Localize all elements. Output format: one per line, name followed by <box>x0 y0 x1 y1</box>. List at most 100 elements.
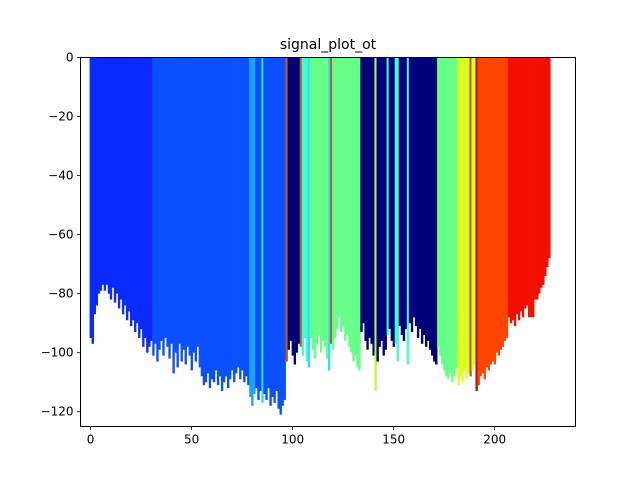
bar-4 <box>97 57 101 294</box>
bar-67 <box>224 57 228 377</box>
bar-70 <box>231 57 234 371</box>
bar-188 <box>469 57 472 377</box>
bar-60 <box>210 57 214 380</box>
bar-218 <box>530 57 533 318</box>
bar-51 <box>192 57 195 353</box>
bar-158 <box>408 57 412 324</box>
bar-132 <box>356 57 359 368</box>
bar-205 <box>503 57 507 341</box>
bar-185 <box>463 57 466 371</box>
bar-111 <box>313 57 317 359</box>
bar-40 <box>170 57 173 344</box>
x-axis: 0 50 100 150 200 <box>87 426 506 447</box>
bar-200 <box>493 57 497 365</box>
bar-187 <box>467 57 470 374</box>
bar-30 <box>150 57 153 341</box>
bar-48 <box>186 57 189 347</box>
bar-72 <box>235 57 238 374</box>
bar-127 <box>346 57 349 335</box>
bar-58 <box>206 57 210 374</box>
bar-159 <box>410 57 414 333</box>
bar-75 <box>241 57 244 371</box>
bar-11 <box>111 57 115 288</box>
bar-31 <box>152 57 155 356</box>
bar-199 <box>491 57 495 362</box>
bar-45 <box>180 57 183 362</box>
bar-18 <box>125 57 129 321</box>
bar-0 <box>89 57 92 338</box>
bar-109 <box>309 57 313 338</box>
bar-177 <box>447 57 450 380</box>
plot-frame <box>80 57 576 427</box>
bar-123 <box>338 57 341 318</box>
bar-193 <box>479 57 482 377</box>
bar-166 <box>424 57 428 347</box>
bar-5 <box>99 57 103 291</box>
bar-63 <box>216 57 220 386</box>
bar-series <box>89 57 551 415</box>
bar-190 <box>473 57 476 365</box>
bar-73 <box>237 57 240 368</box>
bar-167 <box>427 57 430 341</box>
bar-39 <box>168 57 171 359</box>
bar-129 <box>350 57 353 353</box>
bar-131 <box>354 57 357 356</box>
x-tick-label: 0 <box>87 433 95 447</box>
bar-162 <box>416 57 420 338</box>
bar-68 <box>226 57 230 389</box>
bar-133 <box>358 57 361 371</box>
bar-176 <box>445 57 448 377</box>
x-tick-label: 200 <box>483 433 506 447</box>
bar-38 <box>166 57 169 347</box>
bar-3 <box>95 57 99 306</box>
bar-122 <box>336 57 339 330</box>
bar-14 <box>117 57 121 309</box>
bar-117 <box>325 57 329 359</box>
bar-151 <box>394 57 398 344</box>
bar-62 <box>214 57 218 371</box>
bar-57 <box>204 57 208 383</box>
bar-181 <box>455 57 458 368</box>
bar-102 <box>295 57 299 353</box>
bar-170 <box>433 57 436 362</box>
bar-144 <box>380 57 383 341</box>
bar-184 <box>461 57 464 383</box>
bar-164 <box>420 57 424 344</box>
bar-118 <box>328 57 331 371</box>
bar-104 <box>299 57 303 347</box>
bar-139 <box>370 57 373 344</box>
y-tick-label: −80 <box>48 287 73 301</box>
bar-37 <box>164 57 167 338</box>
bar-161 <box>414 57 418 327</box>
bar-137 <box>366 57 369 350</box>
bar-207 <box>507 57 511 318</box>
bar-180 <box>453 57 456 377</box>
bar-119 <box>330 57 333 344</box>
bar-34 <box>158 57 161 350</box>
bar-20 <box>130 57 133 327</box>
bar-220 <box>534 57 537 300</box>
bar-98 <box>287 57 290 350</box>
bar-157 <box>406 57 410 365</box>
y-tick-label: −100 <box>41 346 74 360</box>
bar-219 <box>532 57 535 318</box>
bar-211 <box>515 57 519 315</box>
bar-26 <box>142 57 145 347</box>
bar-44 <box>178 57 181 344</box>
bar-91 <box>273 57 276 403</box>
bar-223 <box>540 57 543 288</box>
bar-54 <box>198 57 202 368</box>
bar-145 <box>382 57 385 356</box>
bar-121 <box>334 57 337 338</box>
bar-225 <box>544 57 547 276</box>
x-tick-label: 100 <box>281 433 304 447</box>
bar-12 <box>113 57 117 303</box>
bar-227 <box>548 57 551 259</box>
bar-65 <box>220 57 224 392</box>
bar-120 <box>332 57 335 350</box>
bar-103 <box>297 57 301 344</box>
bar-208 <box>509 57 513 324</box>
bar-142 <box>376 57 379 362</box>
bar-224 <box>542 57 545 285</box>
